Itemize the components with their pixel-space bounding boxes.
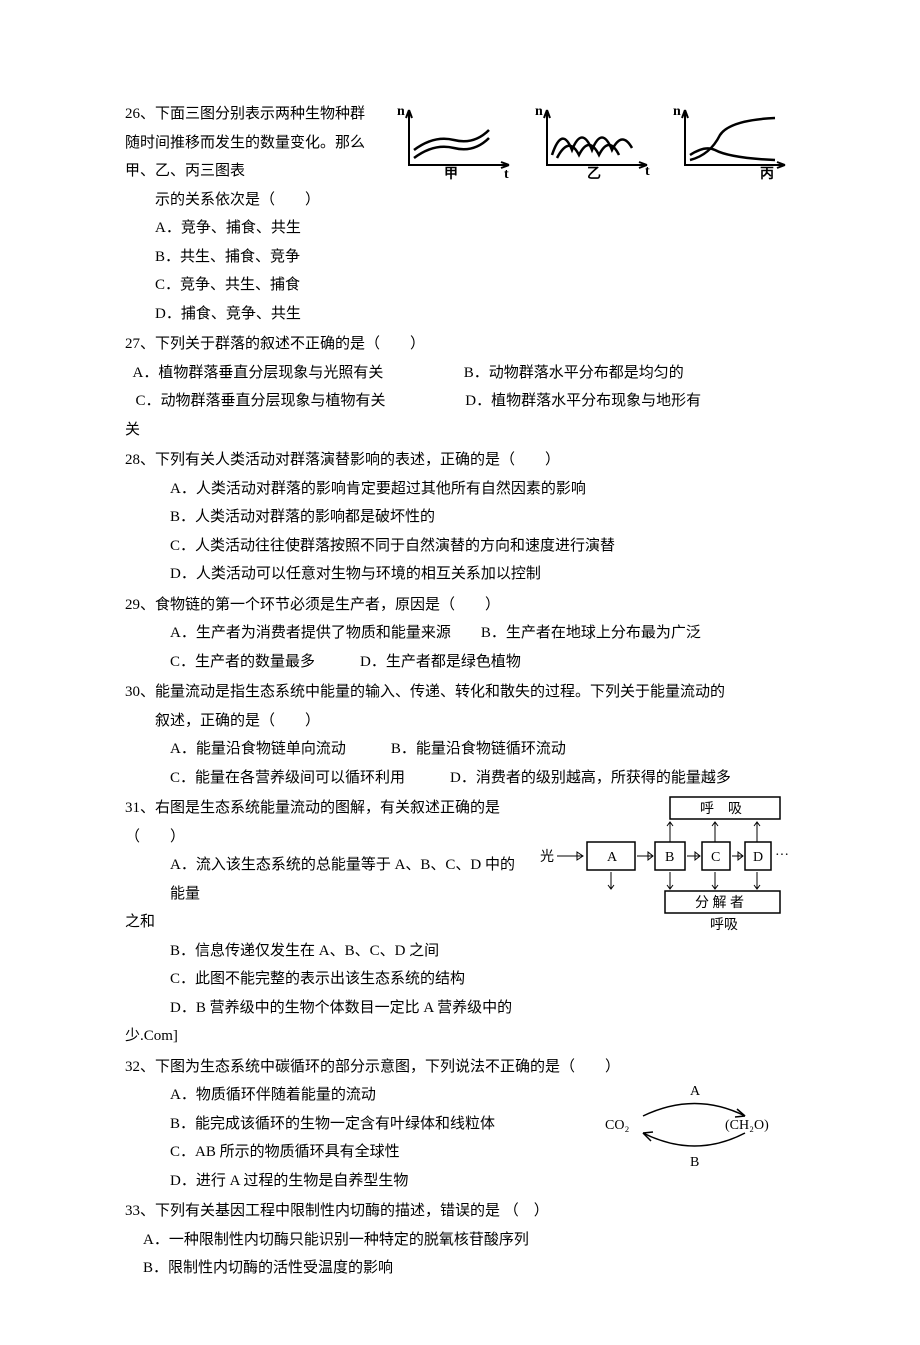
svg-text:呼吸: 呼吸 [710, 917, 738, 933]
q28-option-d: D．人类活动可以任意对生物与环境的相互关系加以控制 [125, 560, 795, 589]
q29-option-ab: A．生产者为消费者提供了物质和能量来源 B．生产者在地球上分布最为广泛 [125, 619, 795, 648]
svg-text:CO₂: CO₂ [605, 1118, 629, 1133]
svg-text:(CH₂O): (CH₂O) [725, 1118, 769, 1133]
q32-diagram: CO₂ (CH₂O) A B [575, 1081, 795, 1171]
q31-stem-line1: 31、右图是生态系统能量流动的图解，有关叙述正确的是 [125, 794, 525, 823]
q33-stem: 33、下列有关基因工程中限制性内切酶的描述，错误的是 （ ） [125, 1197, 795, 1226]
q31-option-b: B．信息传递仅发生在 A、B、C、D 之间 [125, 937, 525, 966]
q27-option-d: D．植物群落水平分布现象与地形有 [465, 387, 795, 416]
svg-text:D: D [753, 850, 763, 865]
q26-stem-line2: 示的关系依次是（ ） [125, 186, 379, 215]
svg-text:分 解 者: 分 解 者 [695, 895, 744, 911]
svg-text:t: t [645, 164, 650, 179]
svg-text:n: n [673, 104, 681, 119]
q30-stem-line2: 叙述，正确的是（ ） [125, 707, 795, 736]
q32-option-b: B．能完成该循环的生物一定含有叶绿体和线粒体 [125, 1110, 575, 1139]
q33-option-b: B．限制性内切酶的活性受温度的影响 [125, 1254, 795, 1283]
q32-option-d: D．进行 A 过程的生物是自养型生物 [125, 1167, 575, 1196]
q27-option-c: C．动物群落垂直分层现象与植物有关 [125, 387, 465, 416]
q30-option-ab: A．能量沿食物链单向流动 B．能量沿食物链循环流动 [125, 735, 795, 764]
svg-text:丙: 丙 [760, 166, 774, 180]
carbon-cycle-icon: CO₂ (CH₂O) A B [595, 1081, 795, 1171]
svg-text:n: n [397, 104, 405, 119]
q31-option-d2: 少.Com] [125, 1022, 795, 1051]
chart-bing-icon: n 丙 [665, 100, 795, 180]
svg-text:B: B [665, 850, 674, 865]
q29-option-cd: C．生产者的数量最多 D．生产者都是绿色植物 [125, 648, 795, 677]
q31-diagram: 呼 吸 光 A B C [525, 794, 795, 934]
q31-stem-line2: （ ） [125, 823, 525, 852]
q31-option-d1: D．B 营养级中的生物个体数目一定比 A 营养级中的 [125, 994, 525, 1023]
q26-option-a: A．竞争、捕食、共生 [125, 214, 379, 243]
q31-option-a2: 之和 [125, 908, 525, 937]
q26-stem-line1: 26、下面三图分别表示两种生物种群随时间推移而发生的数量变化。那么甲、乙、丙三图… [125, 100, 379, 186]
svg-text:B: B [690, 1155, 699, 1170]
q31-option-a1: A．流入该生态系统的总能量等于 A、B、C、D 中的能量 [125, 851, 525, 908]
q27-option-b: B．动物群落水平分布都是均匀的 [464, 359, 795, 388]
q30-option-cd: C．能量在各营养级间可以循环利用 D．消费者的级别越高，所获得的能量越多 [125, 764, 795, 793]
chart-jia-icon: n t 甲 [389, 100, 519, 180]
q32-option-a: A．物质循环伴随着能量的流动 [125, 1081, 575, 1110]
q26-option-d: D．捕食、竞争、共生 [125, 300, 379, 329]
q33-option-a: A．一种限制性内切酶只能识别一种特定的脱氧核苷酸序列 [125, 1226, 795, 1255]
svg-text:C: C [711, 850, 720, 865]
svg-text:呼 吸: 呼 吸 [700, 801, 742, 817]
svg-text:A: A [690, 1084, 701, 1099]
svg-text:乙: 乙 [587, 166, 601, 180]
svg-text:甲: 甲 [444, 166, 458, 180]
q30-stem-line1: 30、能量流动是指生态系统中能量的输入、传递、转化和散失的过程。下列关于能量流动… [125, 678, 795, 707]
q32-option-c: C．AB 所示的物质循环具有全球性 [125, 1138, 575, 1167]
svg-text:n: n [535, 104, 543, 119]
chart-yi-icon: n t 乙 [527, 100, 657, 180]
q31-option-c: C．此图不能完整的表示出该生态系统的结构 [125, 965, 525, 994]
q26-option-b: B．共生、捕食、竞争 [125, 243, 379, 272]
q28-option-c: C．人类活动往往使群落按照不同于自然演替的方向和速度进行演替 [125, 532, 795, 561]
q28-option-b: B．人类活动对群落的影响都是破坏性的 [125, 503, 795, 532]
svg-text:t: t [504, 167, 509, 180]
energy-flow-icon: 呼 吸 光 A B C [535, 794, 795, 934]
q32-stem: 32、下图为生态系统中碳循环的部分示意图，下列说法不正确的是（ ） [125, 1053, 795, 1082]
q27-stem: 27、下列关于群落的叙述不正确的是（ ） [125, 330, 795, 359]
q28-stem: 28、下列有关人类活动对群落演替影响的表述，正确的是（ ） [125, 446, 795, 475]
svg-text:···: ··· [775, 848, 789, 863]
q27-option-a: A．植物群落垂直分层现象与光照有关 [125, 359, 464, 388]
q28-option-a: A．人类活动对群落的影响肯定要超过其他所有自然因素的影响 [125, 475, 795, 504]
q27-option-d-cont: 关 [125, 416, 795, 445]
q26-option-c: C．竞争、共生、捕食 [125, 271, 379, 300]
q26-charts: n t 甲 n t 乙 n [379, 100, 795, 180]
q29-stem: 29、食物链的第一个环节必须是生产者，原因是（ ） [125, 591, 795, 620]
svg-text:光: 光 [540, 849, 554, 865]
svg-text:A: A [607, 850, 618, 865]
